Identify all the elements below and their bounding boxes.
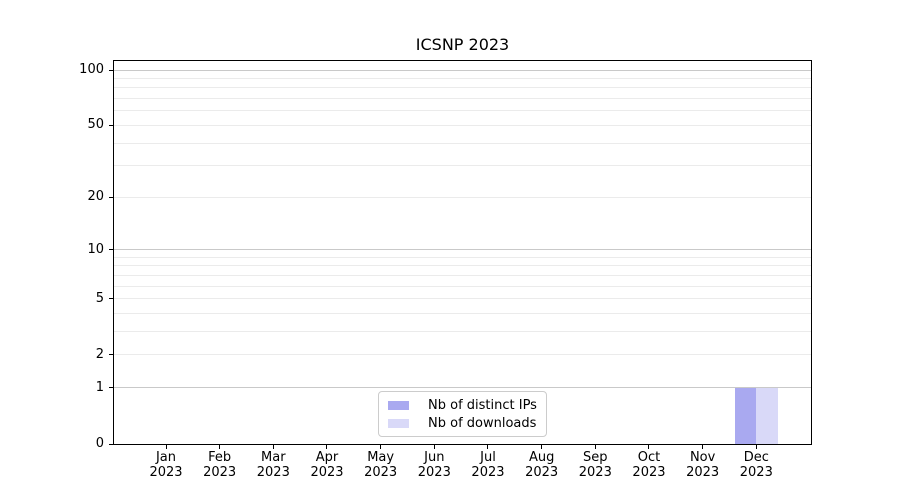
x-tick [487, 445, 489, 449]
x-tick-label: Apr 2023 [310, 450, 344, 480]
x-tick-label: Aug 2023 [525, 450, 559, 480]
y-tick [109, 443, 113, 445]
x-tick [165, 445, 167, 449]
plot-inner [114, 61, 811, 444]
x-tick [272, 445, 274, 449]
legend-item-distinct-ips: Nb of distinct IPs [388, 396, 537, 414]
gridline-minor [114, 98, 811, 100]
x-tick-label: Dec 2023 [739, 450, 773, 480]
plot-area: Nb of distinct IPs Nb of downloads [113, 60, 812, 445]
y-tick-label: 5 [95, 290, 104, 306]
x-tick [433, 445, 435, 449]
gridline-major [114, 69, 811, 71]
y-tick [109, 298, 113, 300]
x-tick [541, 445, 543, 449]
gridline-minor [114, 142, 811, 144]
y-tick-label: 20 [87, 189, 104, 205]
bar-downloads [756, 387, 778, 444]
x-tick-label: May 2023 [364, 450, 398, 480]
x-tick [755, 445, 757, 449]
x-tick-label: Mar 2023 [256, 450, 290, 480]
x-tick-label: Sep 2023 [578, 450, 612, 480]
y-tick-label: 10 [87, 241, 104, 257]
y-tick [109, 69, 113, 71]
gridline-major [114, 249, 811, 251]
gridline-minor [114, 313, 811, 315]
legend-item-downloads: Nb of downloads [388, 414, 537, 432]
legend: Nb of distinct IPs Nb of downloads [378, 391, 547, 437]
gridline-minor [114, 124, 811, 126]
gridline-minor [114, 285, 811, 287]
y-tick-label: 1 [95, 379, 104, 395]
x-tick [219, 445, 221, 449]
y-tick [109, 196, 113, 198]
gridline-minor [114, 265, 811, 267]
x-tick [702, 445, 704, 449]
x-tick [594, 445, 596, 449]
x-tick-label: Jun 2023 [417, 450, 451, 480]
y-tick [109, 387, 113, 389]
legend-swatch-downloads [388, 418, 409, 428]
gridline-minor [114, 275, 811, 277]
gridline-minor [114, 354, 811, 356]
gridline-minor [114, 110, 811, 112]
x-tick-label: Feb 2023 [203, 450, 237, 480]
x-tick-label: Oct 2023 [632, 450, 666, 480]
y-tick [109, 354, 113, 356]
x-tick [380, 445, 382, 449]
gridline-minor [114, 87, 811, 89]
y-tick-label: 100 [79, 62, 104, 78]
x-tick-label: Jul 2023 [471, 450, 505, 480]
gridline-minor [114, 196, 811, 198]
gridline-minor [114, 78, 811, 80]
bar-distinct-ips [734, 387, 757, 444]
x-tick-label: Jan 2023 [149, 450, 183, 480]
legend-label-downloads: Nb of downloads [428, 415, 537, 431]
y-tick-label: 0 [95, 436, 104, 451]
legend-label-distinct-ips: Nb of distinct IPs [428, 397, 537, 413]
y-tick-label: 50 [87, 117, 104, 133]
x-tick [648, 445, 650, 449]
legend-swatch-distinct-ips [388, 400, 409, 410]
chart-title: ICSNP 2023 [415, 35, 510, 54]
y-tick [109, 249, 113, 251]
x-tick [326, 445, 328, 449]
y-tick-label: 2 [95, 346, 104, 362]
gridline-minor [114, 331, 811, 333]
gridline-minor [114, 256, 811, 258]
gridline-minor [114, 298, 811, 300]
y-tick [109, 124, 113, 126]
x-tick-label: Nov 2023 [686, 450, 720, 480]
gridline-minor [114, 165, 811, 167]
gridline-major [114, 387, 811, 389]
